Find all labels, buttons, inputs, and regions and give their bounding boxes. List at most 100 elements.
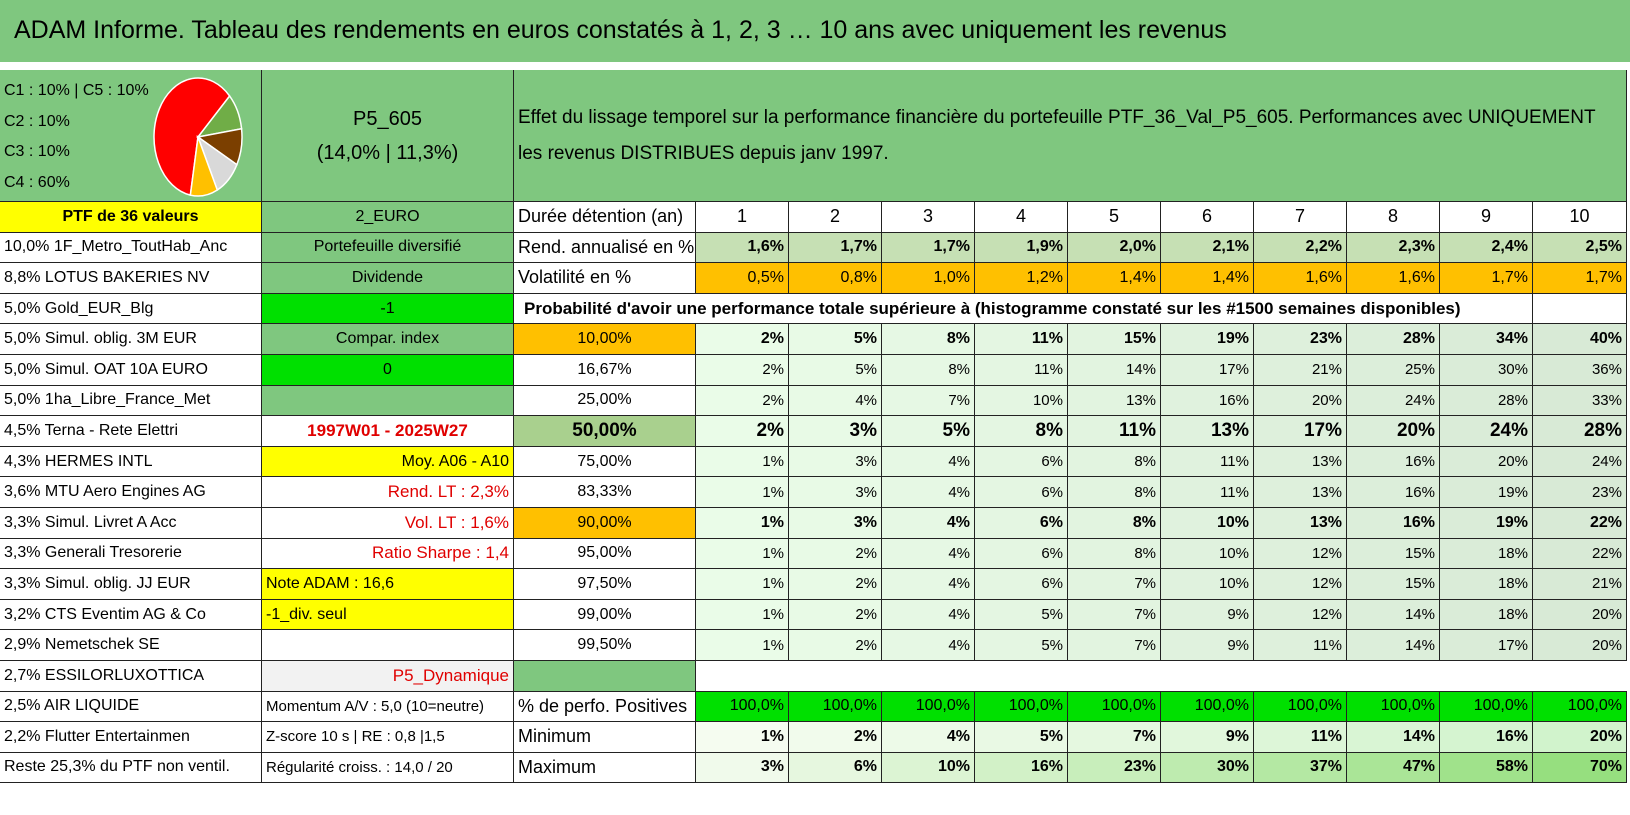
prob-value: 1%	[696, 538, 789, 570]
info-cell: Régularité croiss. : 14,0 / 20	[262, 752, 514, 784]
prob-value: 4%	[882, 477, 975, 508]
minimum-value: 4%	[882, 722, 975, 753]
rend-value: 1,9%	[975, 232, 1068, 264]
info-cell: -1_div. seul	[262, 599, 514, 631]
positives-value: 100,0%	[1068, 691, 1161, 723]
allocation-weight-line: C2 : 10%	[4, 112, 70, 130]
positives-value: 100,0%	[696, 691, 789, 723]
holding-row-label: 3,3% Simul. Livret A Acc	[0, 507, 262, 539]
prob-value: 3%	[789, 507, 882, 539]
prob-value: 8%	[882, 354, 975, 386]
prob-value: 24%	[1347, 385, 1440, 417]
page-title: ADAM Informe. Tableau des rendements en …	[0, 0, 1630, 62]
prob-value: 1%	[696, 569, 789, 600]
prob-value: 7%	[1068, 599, 1161, 631]
prob-value: 13%	[1254, 477, 1347, 508]
prob-value: 5%	[789, 354, 882, 386]
prob-value: 22%	[1533, 507, 1627, 539]
minimum-value: 2%	[789, 722, 882, 753]
holding-row-label: 4,3% HERMES INTL	[0, 446, 262, 478]
prob-value: 2%	[789, 569, 882, 600]
info-cell: Rend. LT : 2,3%	[262, 477, 514, 508]
holding-row-label: 3,6% MTU Aero Engines AG	[0, 477, 262, 508]
prob-value: 15%	[1347, 569, 1440, 600]
prob-value: 3%	[789, 446, 882, 478]
prob-threshold: 90,00%	[514, 507, 696, 539]
prob-value: 20%	[1347, 416, 1440, 447]
prob-value: 13%	[1254, 446, 1347, 478]
year-header: 5	[1068, 202, 1161, 233]
maximum-value: 70%	[1533, 752, 1627, 784]
prob-value: 23%	[1254, 324, 1347, 355]
vol-value: 1,0%	[882, 263, 975, 294]
holding-row-label: 3,2% CTS Eventim AG & Co	[0, 599, 262, 631]
prob-value: 20%	[1254, 385, 1347, 417]
prob-header-spacer	[1533, 293, 1627, 325]
prob-value: 15%	[1068, 324, 1161, 355]
duration-label: Durée détention (an)	[514, 202, 696, 233]
year-header: 3	[882, 202, 975, 233]
prob-value: 30%	[1440, 354, 1533, 386]
allocation-weights: C1 : 10% | C5 : 10% C2 : 10% C3 : 10% C4 : …	[4, 76, 149, 198]
prob-value: 8%	[882, 324, 975, 355]
rend-value: 1,7%	[789, 232, 882, 264]
info-cell: Vol. LT : 1,6%	[262, 507, 514, 539]
info-cell	[262, 630, 514, 661]
prob-value: 4%	[882, 538, 975, 570]
holding-row-label: 5,0% Gold_EUR_Blg	[0, 293, 262, 325]
holding-row-label: 10,0% 1F_Metro_ToutHab_Anc	[0, 232, 262, 264]
allocation-box: C1 : 10% | C5 : 10% C2 : 10% C3 : 10% C4 : …	[0, 70, 262, 202]
vol-value: 1,4%	[1068, 263, 1161, 294]
prob-value: 1%	[696, 599, 789, 631]
prob-threshold: 75,00%	[514, 446, 696, 478]
prob-value: 5%	[789, 324, 882, 355]
prob-value: 6%	[975, 507, 1068, 539]
info-cell: 1997W01 - 2025W27	[262, 416, 514, 447]
prob-threshold: 95,00%	[514, 538, 696, 570]
prob-value: 8%	[1068, 507, 1161, 539]
prob-threshold: 83,33%	[514, 477, 696, 508]
prob-threshold: 99,00%	[514, 599, 696, 631]
info-cell: Portefeuille diversifié	[262, 232, 514, 264]
prob-value: 2%	[789, 630, 882, 661]
prob-value: 16%	[1347, 477, 1440, 508]
prob-value: 11%	[1161, 477, 1254, 508]
prob-value: 12%	[1254, 599, 1347, 631]
minimum-label: Minimum	[514, 722, 696, 753]
blank-green	[514, 660, 696, 692]
vol-value: 1,4%	[1161, 263, 1254, 294]
prob-value: 2%	[696, 354, 789, 386]
holding-row-label: 2,5% AIR LIQUIDE	[0, 691, 262, 723]
prob-value: 12%	[1254, 538, 1347, 570]
prob-value: 16%	[1347, 446, 1440, 478]
holding-row-label: 5,0% Simul. OAT 10A EURO	[0, 354, 262, 386]
prob-value: 1%	[696, 630, 789, 661]
info-cell: P5_Dynamique	[262, 660, 514, 692]
portfolio-stats: (14,0% | 11,3%)	[316, 141, 459, 164]
prob-value: 6%	[975, 538, 1068, 570]
prob-value: 8%	[1068, 538, 1161, 570]
maximum-label: Maximum	[514, 752, 696, 784]
holding-row-label: 5,0% Simul. oblig. 3M EUR	[0, 324, 262, 355]
prob-value: 7%	[1068, 630, 1161, 661]
prob-value: 14%	[1347, 599, 1440, 631]
positives-value: 100,0%	[1254, 691, 1347, 723]
prob-threshold: 25,00%	[514, 385, 696, 417]
prob-value: 10%	[1161, 538, 1254, 570]
maximum-value: 23%	[1068, 752, 1161, 784]
prob-value: 13%	[1161, 416, 1254, 447]
prob-value: 11%	[975, 354, 1068, 386]
prob-value: 10%	[1161, 569, 1254, 600]
rend-label: Rend. annualisé en %	[514, 232, 696, 264]
vol-value: 0,5%	[696, 263, 789, 294]
prob-value: 17%	[1254, 416, 1347, 447]
prob-value: 4%	[882, 446, 975, 478]
maximum-value: 58%	[1440, 752, 1533, 784]
prob-value: 33%	[1533, 385, 1627, 417]
prob-value: 4%	[882, 630, 975, 661]
info-cell: Ratio Sharpe : 1,4	[262, 538, 514, 570]
vol-value: 1,7%	[1440, 263, 1533, 294]
prob-value: 10%	[975, 385, 1068, 417]
currency-label: 2_EURO	[262, 202, 514, 233]
prob-value: 25%	[1347, 354, 1440, 386]
